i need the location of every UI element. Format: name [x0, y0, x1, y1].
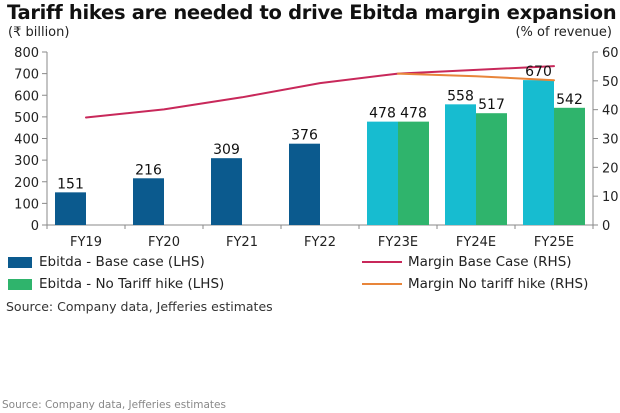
legend-label-margin-no-tariff: Margin No tariff hike (RHS) [408, 276, 589, 292]
left-axis-tick-label: 300 [14, 154, 39, 169]
data-label-ebitda-base: 376 [291, 128, 318, 144]
left-axis-tick-label: 100 [14, 197, 39, 212]
legend-swatch-margin-base [362, 261, 402, 263]
legend-label-ebitda-base: Ebitda - Base case (LHS) [39, 254, 205, 270]
bar-ebitda-base [445, 104, 476, 225]
data-label-ebitda-no-tariff: 478 [400, 106, 427, 122]
axes: 0 100 200 300 400 500 600 700 800 0 10 20 30 40 50 60 FY… [14, 46, 618, 250]
data-label-ebitda-base: 478 [369, 106, 396, 122]
chart-title: Tariff hikes are needed to drive Ebitda … [7, 1, 617, 24]
chart-plot: 0 100 200 300 400 500 600 700 800 0 10 20 30 40 50 60 FY… [14, 46, 618, 250]
legend-item-margin-no-tariff: Margin No tariff hike (RHS) [362, 276, 588, 292]
data-label-ebitda-no-tariff: 542 [556, 92, 583, 108]
left-axis-tick-label: 0 [31, 219, 39, 234]
bar-ebitda-no-tariff [554, 107, 585, 225]
left-axis-unit-label: (₹ billion) [8, 25, 70, 40]
legend-item-ebitda-no-tariff: Ebitda - No Tariff hike (LHS) [8, 276, 224, 292]
bar-ebitda-no-tariff [398, 121, 429, 225]
bar-ebitda-base [133, 178, 164, 225]
bars [55, 80, 585, 225]
legend-item-margin-base: Margin Base Case (RHS) [362, 254, 572, 270]
data-label-ebitda-base: 216 [135, 162, 162, 178]
legend-swatch-margin-no-tariff [362, 283, 402, 285]
data-label-ebitda-base: 558 [447, 88, 474, 104]
legend-item-ebitda-base: Ebitda - Base case (LHS) [8, 254, 205, 270]
data-label-ebitda-base: 670 [525, 64, 552, 80]
bar-ebitda-no-tariff [476, 113, 507, 225]
bar-ebitda-base [523, 80, 554, 225]
x-axis-category-label: FY21 [226, 235, 258, 250]
left-axis-tick-label: 500 [14, 111, 39, 126]
left-axis-tick-label: 400 [14, 133, 39, 148]
left-axis-tick-label: 800 [14, 46, 39, 61]
right-axis-tick-label: 20 [602, 161, 619, 176]
x-axis-category-label: FY25E [534, 235, 574, 250]
right-axis-tick-label: 50 [602, 75, 619, 90]
line-margin-base [85, 65, 555, 119]
data-label-ebitda-no-tariff: 517 [478, 97, 505, 113]
margin-lines [85, 65, 555, 119]
x-axis-category-label: FY22 [304, 235, 336, 250]
right-axis-tick-label: 60 [602, 46, 619, 61]
legend-swatch-ebitda-no-tariff [8, 278, 32, 290]
bar-ebitda-base [367, 121, 398, 225]
x-axis-category-label: FY19 [70, 235, 102, 250]
right-axis-tick-label: 0 [602, 219, 610, 234]
right-axis-tick-label: 30 [602, 133, 619, 148]
right-axis-unit-label: (% of revenue) [515, 25, 612, 40]
data-label-ebitda-base: 309 [213, 142, 240, 158]
right-axis-tick-label: 40 [602, 104, 619, 119]
x-axis-category-label: FY24E [456, 235, 496, 250]
right-axis-tick-label: 10 [602, 190, 619, 205]
footer-source-note: Source: Company data, Jefferies estimate… [2, 399, 226, 411]
data-label-ebitda-base: 151 [57, 176, 84, 192]
legend-swatch-ebitda-base [8, 256, 32, 268]
left-axis-tick-label: 700 [14, 68, 39, 83]
x-axis-category-label: FY20 [148, 235, 180, 250]
x-axis-category-label: FY23E [378, 235, 418, 250]
bar-ebitda-base [55, 192, 86, 225]
chart-source-note: Source: Company data, Jefferies estimate… [6, 299, 273, 314]
line-margin-no-tariff [397, 72, 555, 82]
bar-ebitda-base [211, 158, 242, 225]
left-axis-tick-label: 200 [14, 176, 39, 191]
legend-label-ebitda-no-tariff: Ebitda - No Tariff hike (LHS) [39, 276, 225, 292]
left-axis-tick-label: 600 [14, 89, 39, 104]
legend-label-margin-base: Margin Base Case (RHS) [408, 254, 572, 270]
bar-ebitda-base [289, 143, 320, 225]
